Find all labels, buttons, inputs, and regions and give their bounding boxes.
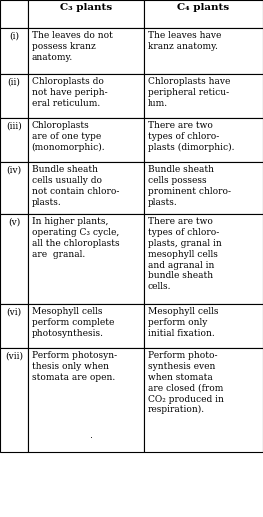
Bar bbox=[144, 118, 263, 162]
Text: In higher plants,
operating C₃ cycle,
all the chloroplasts
are  granal.: In higher plants, operating C₃ cycle, al… bbox=[32, 218, 119, 258]
Bar bbox=[0, 304, 28, 348]
Text: There are two
types of chloro-
plasts, granal in
mesophyll cells
and agranal in
: There are two types of chloro- plasts, g… bbox=[148, 218, 221, 291]
Bar bbox=[28, 118, 144, 162]
Bar bbox=[0, 0, 28, 28]
Text: C₄ plants: C₄ plants bbox=[178, 4, 230, 12]
Text: Chloroplasts do
not have periph-
eral reticulum.: Chloroplasts do not have periph- eral re… bbox=[32, 78, 107, 108]
Text: (vi): (vi) bbox=[6, 308, 22, 316]
Bar bbox=[144, 348, 263, 452]
Text: Bundle sheath
cells usually do
not contain chloro-
plasts.: Bundle sheath cells usually do not conta… bbox=[32, 165, 119, 207]
Bar bbox=[0, 74, 28, 118]
Text: Bundle sheath
cells possess
prominent chloro-
plasts.: Bundle sheath cells possess prominent ch… bbox=[148, 165, 230, 207]
Text: .: . bbox=[90, 430, 93, 440]
Text: Perform photosyn-
thesis only when
stomata are open.: Perform photosyn- thesis only when stoma… bbox=[32, 352, 117, 382]
Bar bbox=[0, 162, 28, 214]
Bar bbox=[28, 162, 144, 214]
Bar bbox=[0, 28, 28, 74]
Text: (i): (i) bbox=[9, 32, 19, 40]
Text: (vii): (vii) bbox=[5, 352, 23, 360]
Bar bbox=[144, 162, 263, 214]
Text: Perform photo-
synthesis even
when stomata
are closed (from
CO₂ produced in
resp: Perform photo- synthesis even when stoma… bbox=[148, 352, 223, 415]
Text: Mesophyll cells
perform only
initial fixation.: Mesophyll cells perform only initial fix… bbox=[148, 308, 218, 338]
Bar bbox=[28, 0, 144, 28]
Text: Chloroplasts have
peripheral reticu-
lum.: Chloroplasts have peripheral reticu- lum… bbox=[148, 78, 230, 108]
Bar bbox=[144, 214, 263, 304]
Bar bbox=[28, 304, 144, 348]
Bar bbox=[0, 118, 28, 162]
Text: The leaves have
kranz anatomy.: The leaves have kranz anatomy. bbox=[148, 32, 221, 51]
Text: Chloroplasts
are of one type
(monomorphic).: Chloroplasts are of one type (monomorphi… bbox=[32, 121, 105, 152]
Text: C₃ plants: C₃ plants bbox=[60, 4, 112, 12]
Text: (iv): (iv) bbox=[6, 165, 22, 175]
Bar bbox=[28, 348, 144, 452]
Bar bbox=[0, 348, 28, 452]
Bar bbox=[0, 214, 28, 304]
Bar bbox=[144, 304, 263, 348]
Bar bbox=[144, 74, 263, 118]
Text: (ii): (ii) bbox=[8, 78, 21, 86]
Bar bbox=[28, 74, 144, 118]
Text: (iii): (iii) bbox=[6, 121, 22, 130]
Text: The leaves do not
possess kranz
anatomy.: The leaves do not possess kranz anatomy. bbox=[32, 32, 112, 62]
Text: Mesophyll cells
perform complete
photosynthesis.: Mesophyll cells perform complete photosy… bbox=[32, 308, 114, 338]
Bar bbox=[28, 214, 144, 304]
Text: There are two
types of chloro-
plasts (dimorphic).: There are two types of chloro- plasts (d… bbox=[148, 121, 234, 152]
Text: (v): (v) bbox=[8, 218, 20, 226]
Bar bbox=[28, 28, 144, 74]
Bar bbox=[144, 0, 263, 28]
Bar bbox=[144, 28, 263, 74]
